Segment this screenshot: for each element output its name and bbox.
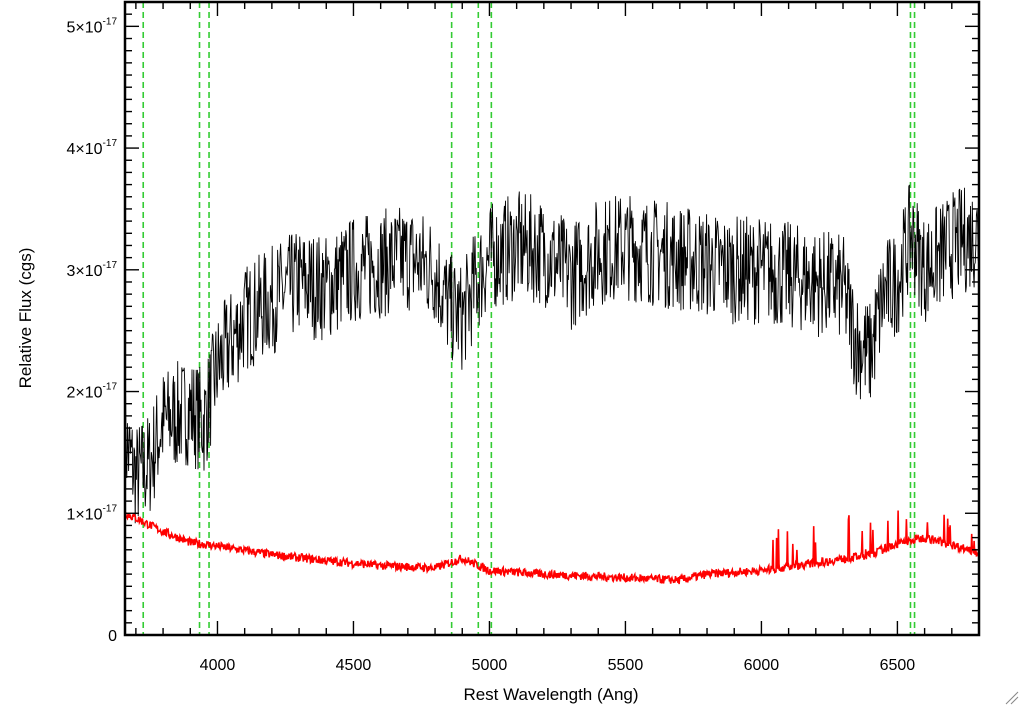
x-axis-label: Rest Wavelength (Ang) — [463, 685, 638, 704]
x-tick-label-0: 4000 — [200, 657, 236, 674]
series-line-0 — [124, 184, 980, 524]
x-tick-label-5: 6500 — [880, 657, 916, 674]
y-tick-label-4: 4×10-17 — [67, 138, 118, 158]
y-tick-label-3: 3×10-17 — [67, 260, 118, 280]
y-tick-label-0: 0 — [108, 628, 117, 645]
emission-line-markers — [142, 2, 916, 635]
axes: 4000 4500 5000 5500 6000 6500 0 1×10-17 2×10-17 3… — [67, 0, 981, 674]
y-tick-label-5: 5×10-17 — [67, 16, 118, 36]
series-line-1 — [124, 510, 980, 585]
y-tick-label-1: 1×10-17 — [67, 503, 118, 523]
x-tick-label-1: 4500 — [336, 657, 372, 674]
x-tick-label-4: 6000 — [744, 657, 780, 674]
x-tick-label-3: 5500 — [608, 657, 644, 674]
y-tick-label-2: 2×10-17 — [67, 382, 118, 402]
x-tick-label-2: 5000 — [472, 657, 508, 674]
resize-grip-icon — [1005, 691, 1019, 705]
series-layer — [124, 184, 980, 585]
y-axis-label: Relative Flux (cgs) — [16, 248, 35, 389]
